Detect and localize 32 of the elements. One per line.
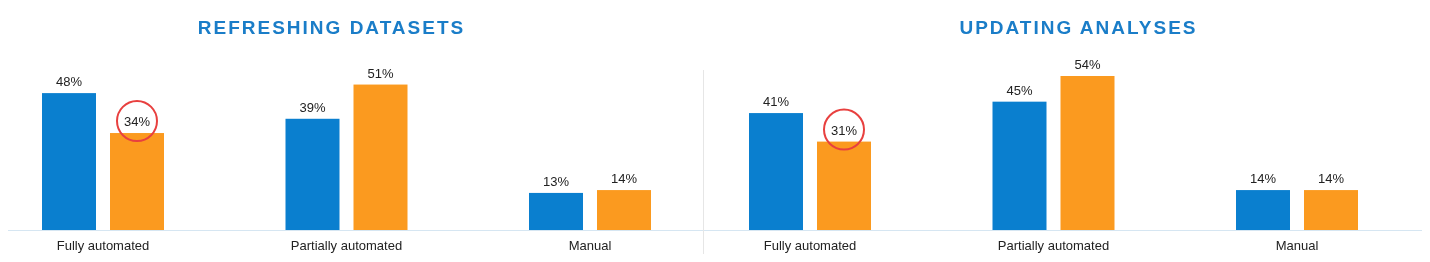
data-label: 45% <box>1006 82 1033 98</box>
data-label: 14% <box>610 171 638 187</box>
bar <box>597 190 651 230</box>
bar <box>817 141 871 230</box>
data-label: 41% <box>762 94 790 110</box>
x-tick-label: Fully automated <box>56 238 150 253</box>
x-tick-label: Manual <box>568 238 612 253</box>
bar <box>42 93 96 230</box>
data-label: 34% <box>123 114 151 130</box>
chart-title: UPDATING ANALYSES <box>959 17 1198 38</box>
x-tick-label: Fully automated <box>763 238 857 253</box>
bar <box>353 84 408 230</box>
data-label: 48% <box>55 74 83 90</box>
data-label: 14% <box>1249 171 1277 187</box>
bar <box>1236 190 1290 230</box>
data-label: 13% <box>542 173 570 189</box>
data-label: 51% <box>367 65 394 81</box>
bar <box>110 133 164 230</box>
data-label: 14% <box>1317 171 1345 187</box>
data-label: 31% <box>830 122 858 138</box>
bar <box>1304 190 1358 230</box>
data-label: 39% <box>299 99 326 115</box>
bar <box>749 113 803 230</box>
x-tick-label: Manual <box>1275 238 1319 253</box>
data-label: 54% <box>1074 57 1101 72</box>
bar <box>1060 76 1115 230</box>
bar <box>529 192 583 230</box>
chart-title: REFRESHING DATASETS <box>197 17 466 38</box>
bar <box>285 118 340 230</box>
bar <box>992 101 1047 230</box>
x-tick-label: Partially automated <box>290 238 403 253</box>
x-tick-label: Partially automated <box>997 238 1110 253</box>
